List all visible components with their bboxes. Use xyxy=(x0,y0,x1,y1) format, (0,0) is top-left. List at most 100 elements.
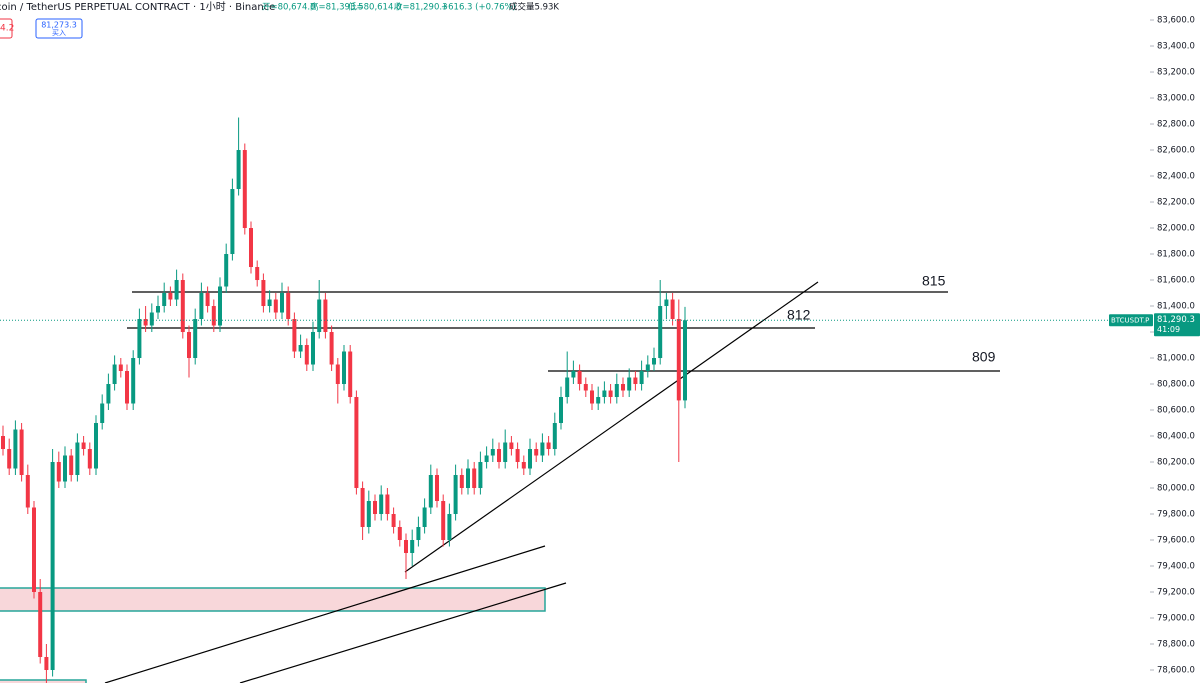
candle-body xyxy=(490,449,495,456)
y-tick-label: 83,000.0 xyxy=(1157,94,1195,104)
price-tag xyxy=(1154,313,1200,337)
candle-body xyxy=(397,527,402,541)
y-tick-label: 80,800.0 xyxy=(1157,380,1195,390)
candle-body xyxy=(428,475,433,508)
candle-body xyxy=(69,455,74,476)
candle-body xyxy=(236,150,241,190)
candle-body xyxy=(652,358,656,365)
candle-body xyxy=(143,319,148,326)
candle-body xyxy=(118,364,123,372)
candle-body xyxy=(286,293,291,320)
drawings xyxy=(0,281,1000,683)
candle-body xyxy=(435,475,439,502)
candle-body xyxy=(112,364,117,385)
candle-body xyxy=(385,494,390,515)
y-tick-label: 83,400.0 xyxy=(1157,42,1195,52)
candle-body xyxy=(676,319,681,401)
candle-body xyxy=(497,449,501,463)
candle-body xyxy=(577,371,582,385)
candle-body xyxy=(32,507,36,593)
candle-body xyxy=(565,377,570,398)
candle-body xyxy=(335,364,340,385)
candle-body xyxy=(571,371,576,378)
header-bg xyxy=(0,0,1200,14)
candle-body xyxy=(453,475,458,515)
candle-body xyxy=(540,442,545,456)
candle-body xyxy=(1,436,5,450)
candle-body xyxy=(137,319,142,359)
symbol-label: BTCUSDT.P xyxy=(1111,316,1149,324)
candle-body xyxy=(255,267,260,281)
candle-body xyxy=(528,449,532,469)
candle-body xyxy=(168,293,173,300)
y-tick-label: 79,400.0 xyxy=(1157,562,1195,572)
sell-button[interactable] xyxy=(0,18,13,39)
candles xyxy=(1,117,687,683)
price-tag-label: 81,290.3 xyxy=(1157,315,1195,325)
countdown: 41:09 xyxy=(1157,325,1180,334)
candle-body xyxy=(242,150,247,229)
y-tick-label: 80,200.0 xyxy=(1157,458,1195,468)
candle-body xyxy=(602,390,607,398)
candle-body xyxy=(416,527,421,541)
buy-label: 买入 xyxy=(52,29,66,37)
candle-body xyxy=(249,228,253,268)
candle-body xyxy=(38,592,43,658)
candle-body xyxy=(683,320,687,401)
candle-body xyxy=(50,462,55,671)
candle-body xyxy=(224,254,229,287)
candle-body xyxy=(459,475,464,489)
y-tick-label: 81,800.0 xyxy=(1157,250,1195,260)
zone xyxy=(0,679,87,683)
zone xyxy=(0,587,546,612)
sell-price: 4.2 xyxy=(0,24,14,34)
candle-body xyxy=(106,384,111,404)
info-item: 收=81,290.3 xyxy=(394,2,447,13)
candle-body xyxy=(87,449,92,469)
y-tick-label: 81,600.0 xyxy=(1157,276,1195,286)
info-item: +616.3 (+0.76%) xyxy=(441,3,516,13)
candle-body xyxy=(559,397,563,424)
candle-body xyxy=(317,299,322,333)
info-item: 开=80,674.0 xyxy=(262,3,315,13)
y-tick-label: 78,600.0 xyxy=(1157,666,1195,676)
candle-body xyxy=(447,514,452,541)
candle-body xyxy=(267,299,272,307)
info-item: 高=81,393.5 xyxy=(310,2,363,13)
candle-body xyxy=(63,455,67,482)
candle-body xyxy=(261,280,266,307)
y-tick-label: 79,600.0 xyxy=(1157,536,1195,546)
candle-body xyxy=(658,306,663,359)
candle-body xyxy=(218,286,222,326)
candle-body xyxy=(193,319,198,359)
candle-body xyxy=(180,280,185,333)
y-tick-label: 82,600.0 xyxy=(1157,146,1195,156)
candle-body xyxy=(13,429,18,469)
candle-body xyxy=(534,449,539,456)
y-tick-label: 82,400.0 xyxy=(1157,172,1195,182)
y-tick-label: 80,600.0 xyxy=(1157,406,1195,416)
candle-body xyxy=(329,332,334,365)
candle-body xyxy=(515,449,520,463)
candle-body xyxy=(348,351,353,398)
candle-body xyxy=(94,423,98,469)
candle-body xyxy=(75,442,80,476)
candle-body xyxy=(25,475,30,508)
candle-body xyxy=(484,455,489,463)
candle-body xyxy=(509,442,514,450)
candle-body xyxy=(280,293,284,313)
trend-line xyxy=(404,281,819,573)
candle-body xyxy=(639,371,644,385)
candle-body xyxy=(621,384,625,391)
buy-button[interactable] xyxy=(35,18,83,39)
info-item: 低=80,614.0 xyxy=(348,2,401,13)
y-tick-label: 82,200.0 xyxy=(1157,198,1195,208)
candle-body xyxy=(664,299,669,307)
candle-body xyxy=(156,306,160,313)
candle-body xyxy=(342,351,346,385)
candle-body xyxy=(125,371,129,404)
candle-body xyxy=(205,293,210,307)
candle-body xyxy=(466,468,470,489)
candle-body xyxy=(614,384,619,398)
